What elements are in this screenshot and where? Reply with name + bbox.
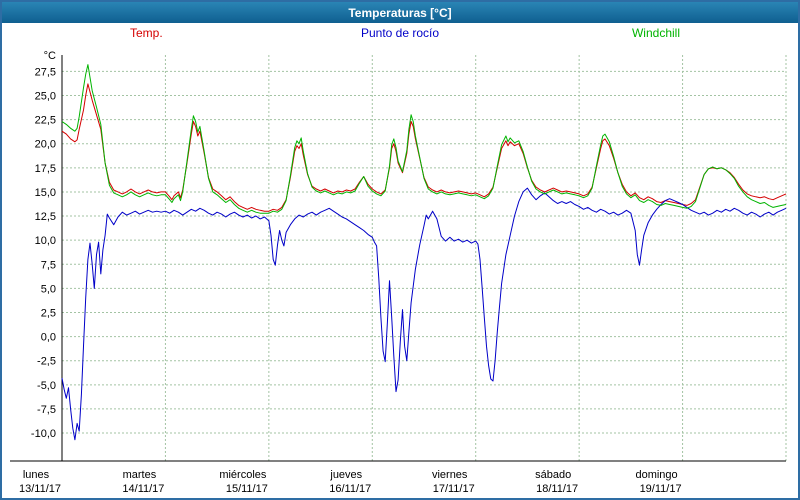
y-tick-label: -5,0 (37, 380, 56, 392)
title-bar: Temperaturas [°C] (2, 2, 798, 23)
x-date-label: 18/11/17 (536, 483, 578, 495)
y-tick-label: 22,5 (35, 115, 56, 127)
y-tick-label: 17,5 (35, 163, 56, 175)
x-date-label: 15/11/17 (226, 483, 268, 495)
y-tick-label: 27,5 (35, 66, 56, 78)
x-day-label: jueves (329, 469, 362, 481)
legend-temp: Temp. (130, 26, 163, 40)
x-day-label: lunes (23, 469, 50, 481)
y-tick-label: 12,5 (35, 211, 56, 223)
y-axis-unit: °C (44, 50, 56, 62)
y-tick-label: -10,0 (31, 428, 56, 440)
y-tick-label: 20,0 (35, 139, 56, 151)
y-tick-label: -2,5 (37, 356, 56, 368)
y-tick-label: 15,0 (35, 187, 56, 199)
y-tick-label: 7,5 (41, 259, 56, 271)
temperature-chart: °C 27,5 25,0 22,5 20,0 17,5 15,0 12,5 10,0 7,5 5,0… (10, 50, 787, 495)
series-line-2 (61, 64, 787, 214)
y-tick-label: 10,0 (35, 235, 56, 247)
x-date-label: 16/11/17 (329, 483, 371, 495)
x-date-label: 19/11/17 (640, 483, 682, 495)
x-day-label: martes (123, 469, 157, 481)
legend-dew-point: Punto de rocío (360, 26, 440, 40)
x-date-label: 13/11/17 (19, 483, 61, 495)
legend-windchill: Windchill (631, 26, 680, 40)
y-tick-label: 5,0 (41, 283, 56, 295)
x-day-label: miércoles (219, 469, 267, 481)
x-day-label: sábado (535, 469, 571, 481)
y-tick-label: 25,0 (35, 91, 56, 103)
y-tick-label: -7,5 (37, 404, 56, 416)
y-tick-label: 2,5 (41, 307, 56, 319)
page-title: Temperaturas [°C] (348, 5, 452, 20)
chart-legend: Temp. Punto de rocío Windchill (2, 23, 798, 43)
series-line-1 (61, 187, 787, 441)
x-day-label: domingo (635, 469, 677, 481)
y-tick-label: 0,0 (41, 332, 56, 344)
x-day-label: viernes (432, 469, 468, 481)
x-date-label: 17/11/17 (433, 483, 475, 495)
x-date-label: 14/11/17 (122, 483, 164, 495)
